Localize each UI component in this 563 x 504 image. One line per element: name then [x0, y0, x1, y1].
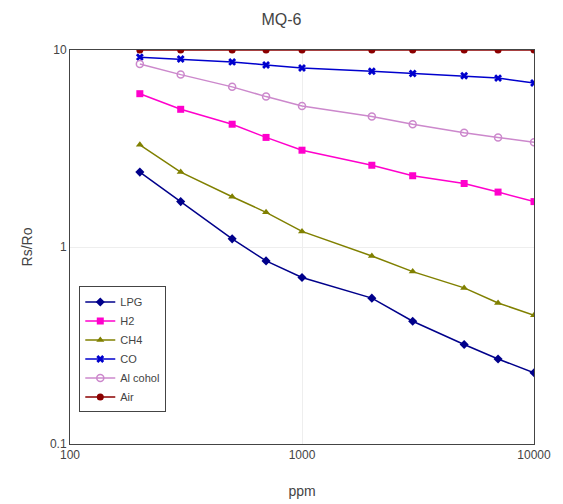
svg-text:100: 100	[60, 448, 80, 462]
svg-text:H2: H2	[120, 315, 134, 327]
svg-text:CH4: CH4	[120, 334, 142, 346]
svg-text:Rs/Ro: Rs/Ro	[19, 227, 35, 266]
svg-text:ppm: ppm	[288, 483, 315, 499]
svg-text:LPG: LPG	[120, 296, 142, 308]
svg-text:CO: CO	[120, 353, 137, 365]
svg-text:1: 1	[60, 240, 67, 254]
svg-text:1000: 1000	[289, 448, 316, 462]
svg-text:Al cohol: Al cohol	[120, 372, 159, 384]
svg-text:Air: Air	[120, 391, 134, 403]
svg-text:0.1: 0.1	[50, 437, 67, 451]
svg-text:MQ-6: MQ-6	[262, 11, 302, 28]
svg-text:10: 10	[53, 43, 67, 57]
svg-text:10000: 10000	[517, 448, 551, 462]
